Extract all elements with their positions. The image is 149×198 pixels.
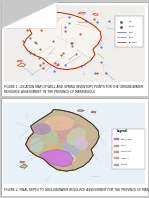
Polygon shape xyxy=(67,127,86,146)
Polygon shape xyxy=(20,161,25,163)
Bar xyxy=(114,138,119,140)
Polygon shape xyxy=(48,151,64,161)
Polygon shape xyxy=(32,123,51,135)
Polygon shape xyxy=(20,164,28,168)
Bar xyxy=(114,151,119,153)
Polygon shape xyxy=(17,63,26,67)
Polygon shape xyxy=(91,111,96,113)
Bar xyxy=(114,145,119,147)
Polygon shape xyxy=(17,60,22,62)
Text: Well: Well xyxy=(129,21,132,22)
Text: Road: Road xyxy=(129,37,133,38)
Text: Spring: Spring xyxy=(129,26,134,27)
Polygon shape xyxy=(26,109,99,171)
Polygon shape xyxy=(1,2,57,28)
Polygon shape xyxy=(39,149,73,167)
Bar xyxy=(4,5,145,82)
Text: Basalt/Volcanic: Basalt/Volcanic xyxy=(121,138,133,140)
Polygon shape xyxy=(78,12,86,14)
Polygon shape xyxy=(1,2,57,28)
Polygon shape xyxy=(93,13,98,15)
Bar xyxy=(112,129,145,168)
Text: FIGURE 1. LOCATION MAP OF WELL AND SPRING INVENTORY POINTS FOR THE GROUNDWATER R: FIGURE 1. LOCATION MAP OF WELL AND SPRIN… xyxy=(4,85,143,93)
Bar xyxy=(114,157,119,159)
Text: Volcanic Tuff: Volcanic Tuff xyxy=(121,151,131,152)
Polygon shape xyxy=(74,137,88,150)
Text: FIGURE 2. FINAL DEPTH TO GROUNDWATER RESOURCE ASSESSMENT FOR THE PROVINCE OF MAR: FIGURE 2. FINAL DEPTH TO GROUNDWATER RES… xyxy=(4,187,149,191)
Polygon shape xyxy=(61,140,81,157)
Polygon shape xyxy=(45,116,74,130)
Polygon shape xyxy=(38,143,65,159)
Bar xyxy=(115,16,143,47)
Polygon shape xyxy=(34,127,59,148)
Text: Ophiolite: Ophiolite xyxy=(121,164,128,165)
Polygon shape xyxy=(30,138,44,152)
Text: Alluvial: Alluvial xyxy=(121,145,127,146)
Text: Legend: Legend xyxy=(117,129,127,133)
Text: River: River xyxy=(129,31,133,33)
Polygon shape xyxy=(37,128,86,155)
Text: Boundary: Boundary xyxy=(129,42,137,43)
Polygon shape xyxy=(77,109,84,112)
Polygon shape xyxy=(24,12,101,70)
Polygon shape xyxy=(57,154,76,165)
Bar xyxy=(3,103,145,184)
Bar xyxy=(114,164,119,166)
Text: Limestone: Limestone xyxy=(121,158,130,159)
Polygon shape xyxy=(49,120,84,141)
